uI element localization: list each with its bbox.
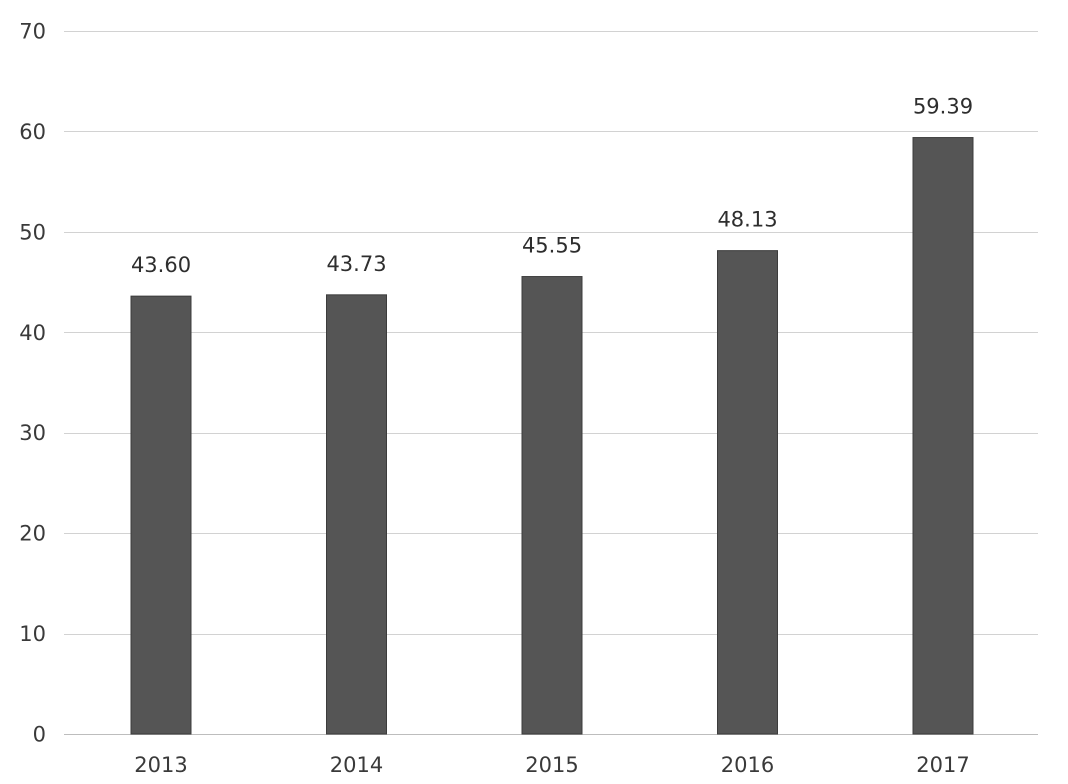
data-label: 43.60 xyxy=(131,253,191,277)
x-tick-label: 2015 xyxy=(525,753,578,777)
y-tick-label: 20 xyxy=(19,522,46,546)
data-label: 43.73 xyxy=(326,252,386,276)
bar xyxy=(326,294,387,735)
x-axis-tick-labels: 2013 2014 2015 2016 2017 xyxy=(134,753,969,777)
x-tick-label: 2014 xyxy=(330,753,383,777)
y-tick-label: 40 xyxy=(19,321,46,345)
data-labels: 43.60 43.73 45.55 48.13 59.39 xyxy=(131,95,973,278)
y-tick-label: 60 xyxy=(19,120,46,144)
data-label: 48.13 xyxy=(717,208,777,232)
bars xyxy=(130,137,974,735)
y-tick-label: 70 xyxy=(19,20,46,44)
x-tick-label: 2016 xyxy=(721,753,774,777)
bar xyxy=(130,295,192,735)
y-axis-tick-labels: 0 10 20 30 40 50 60 70 xyxy=(19,20,46,747)
bar xyxy=(717,250,778,735)
data-label: 45.55 xyxy=(522,234,582,258)
data-label: 59.39 xyxy=(913,95,973,119)
bar xyxy=(912,137,974,735)
y-tick-label: 30 xyxy=(19,421,46,445)
x-tick-label: 2013 xyxy=(134,753,187,777)
bar xyxy=(521,276,583,735)
y-tick-label: 0 xyxy=(33,723,46,747)
x-tick-label: 2017 xyxy=(916,753,969,777)
y-tick-label: 50 xyxy=(19,220,46,244)
y-tick-label: 10 xyxy=(19,622,46,646)
